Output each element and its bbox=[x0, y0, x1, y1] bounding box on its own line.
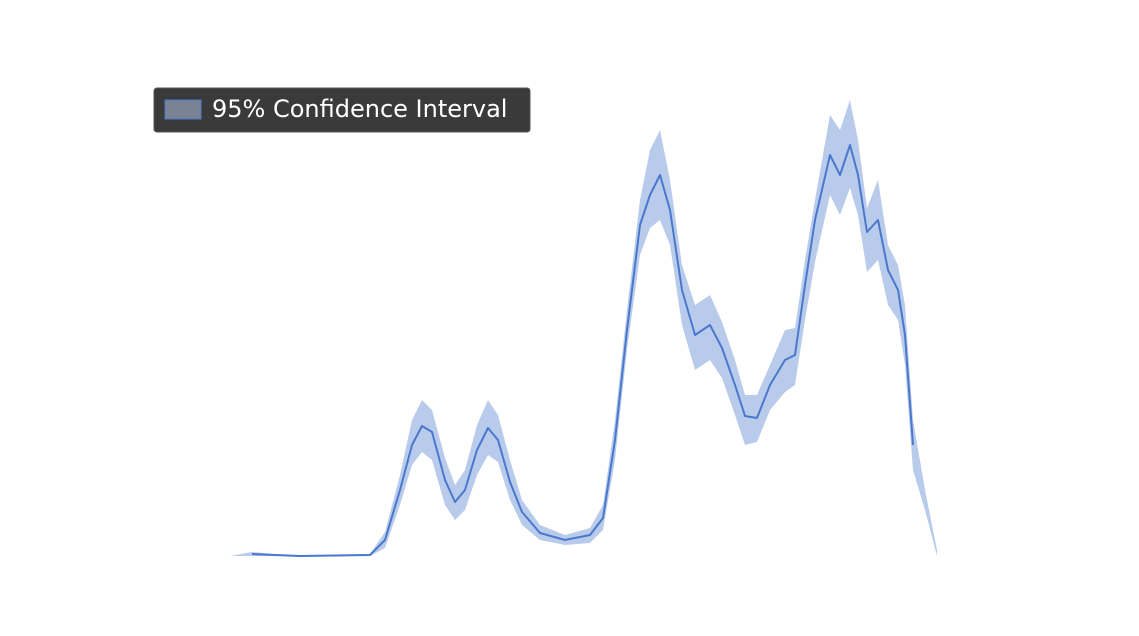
legend-swatch bbox=[164, 99, 202, 120]
legend: 95% Confidence Interval bbox=[153, 87, 531, 133]
plot-area bbox=[230, 100, 937, 557]
legend-label: 95% Confidence Interval bbox=[212, 95, 507, 123]
mean-line bbox=[251, 144, 914, 557]
legend-box bbox=[153, 87, 531, 133]
confidence-band bbox=[230, 100, 937, 556]
